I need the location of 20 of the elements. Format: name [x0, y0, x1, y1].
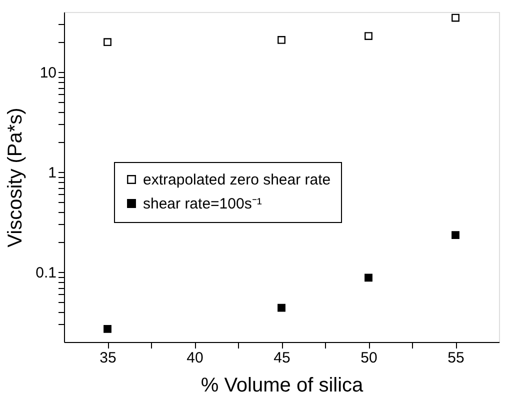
- x-tick-label: 55: [448, 350, 464, 366]
- point: [278, 36, 286, 44]
- y-axis-title: Viscosity (Pa*s): [4, 108, 27, 248]
- x-tick-label: 40: [186, 350, 204, 366]
- point: [364, 274, 372, 282]
- x-tick-label: 45: [274, 350, 290, 366]
- legend-label: shear rate=100s⁻¹: [143, 196, 262, 212]
- point: [452, 14, 460, 22]
- x-axis-title: % Volume of silica: [200, 374, 364, 396]
- legend-label: extrapolated zero shear rate: [143, 172, 331, 188]
- point: [364, 32, 372, 40]
- point: [452, 231, 460, 239]
- y-tick-label: 1: [48, 164, 56, 182]
- x-tick-label: 35: [100, 350, 116, 366]
- y-tick-label: 10: [40, 64, 56, 82]
- y-tick-label: 0.1: [36, 264, 56, 282]
- point: [104, 38, 112, 46]
- x-tick-label: 50: [360, 350, 378, 366]
- point: [278, 304, 286, 312]
- point: [104, 325, 112, 333]
